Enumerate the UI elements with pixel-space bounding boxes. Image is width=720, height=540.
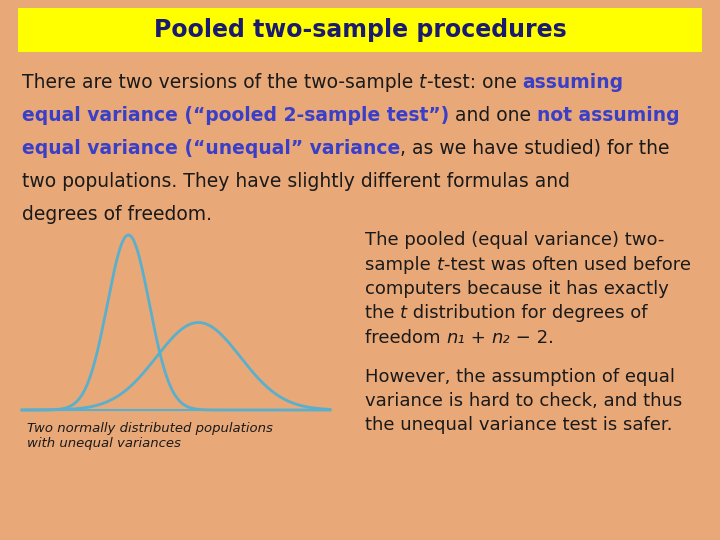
Text: However, the assumption of equal: However, the assumption of equal <box>365 368 675 386</box>
Text: , as we have studied) for the: , as we have studied) for the <box>400 139 670 158</box>
Text: Two normally distributed populations
with unequal variances: Two normally distributed populations wit… <box>27 422 273 450</box>
Text: the: the <box>365 305 400 322</box>
Text: not assuming: not assuming <box>537 106 680 125</box>
Text: the unequal variance test is safer.: the unequal variance test is safer. <box>365 416 672 435</box>
Text: freedom: freedom <box>365 329 446 347</box>
Text: computers because it has exactly: computers because it has exactly <box>365 280 669 298</box>
Text: +: + <box>465 329 491 347</box>
Text: There are two versions of the two-sample: There are two versions of the two-sample <box>22 73 419 92</box>
Text: − 2.: − 2. <box>510 329 554 347</box>
Text: Pooled two-sample procedures: Pooled two-sample procedures <box>153 18 567 42</box>
FancyBboxPatch shape <box>18 8 702 52</box>
Text: t: t <box>419 73 427 92</box>
Text: sample: sample <box>365 255 436 273</box>
Text: two populations. They have slightly different formulas and: two populations. They have slightly diff… <box>22 172 570 191</box>
Text: variance is hard to check, and thus: variance is hard to check, and thus <box>365 392 683 410</box>
Text: The pooled (equal variance) two-: The pooled (equal variance) two- <box>365 231 665 249</box>
Text: n₂: n₂ <box>491 329 510 347</box>
Text: assuming: assuming <box>523 73 624 92</box>
Text: -test was often used before: -test was often used before <box>444 255 690 273</box>
Text: and one: and one <box>449 106 537 125</box>
Text: equal variance (“pooled 2-sample test”): equal variance (“pooled 2-sample test”) <box>22 106 449 125</box>
Text: (“unequal” variance: (“unequal” variance <box>178 139 400 158</box>
Text: t: t <box>400 305 408 322</box>
Text: t: t <box>436 255 444 273</box>
Text: distribution for degrees of: distribution for degrees of <box>408 305 648 322</box>
Text: degrees of freedom.: degrees of freedom. <box>22 205 212 224</box>
Text: -test: one: -test: one <box>427 73 523 92</box>
Text: equal variance: equal variance <box>22 139 178 158</box>
Text: n₁: n₁ <box>446 329 465 347</box>
